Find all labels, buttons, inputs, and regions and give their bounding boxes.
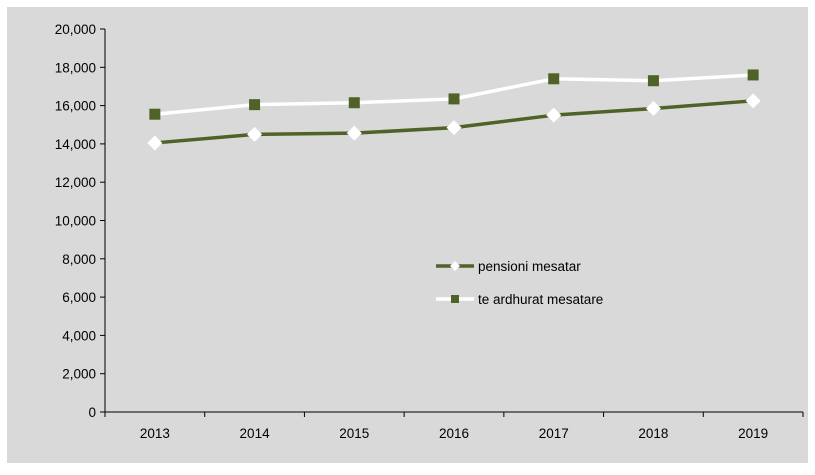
data-point (348, 97, 360, 109)
y-tick-label: 18,000 (55, 60, 96, 75)
x-tick-label: 2018 (638, 426, 668, 441)
legend-marker (451, 295, 459, 303)
series-layer (147, 69, 761, 151)
x-tick-label: 2016 (439, 426, 469, 441)
x-tick-label: 2014 (240, 426, 271, 441)
legend-label: pensioni mesatar (478, 259, 581, 274)
y-tick-label: 0 (88, 405, 96, 420)
legend-label: te ardhurat mesatare (478, 292, 603, 307)
x-tick-label: 2017 (539, 426, 569, 441)
x-tick-label: 2013 (140, 426, 170, 441)
y-tick-label: 16,000 (55, 99, 96, 114)
data-point (745, 93, 761, 109)
data-point (645, 100, 661, 116)
y-axis: 0 2,000 4,000 6,000 8,000 10,000 12,000 14,000 1… (55, 22, 106, 420)
data-point (147, 135, 163, 151)
data-point (448, 93, 460, 105)
data-point (346, 125, 362, 141)
legend-marker (450, 261, 460, 271)
x-tick-label: 2015 (339, 426, 369, 441)
data-point (747, 69, 759, 81)
data-point (546, 107, 562, 123)
legend: pensioni mesatar te ardhurat mesatare (436, 259, 603, 307)
data-point (446, 120, 462, 136)
data-point (247, 126, 263, 142)
data-point (647, 75, 659, 87)
y-tick-label: 10,000 (55, 214, 96, 229)
x-tick-label: 2019 (738, 426, 768, 441)
chart-background (7, 7, 808, 463)
y-tick-label: 8,000 (62, 252, 96, 267)
y-tick-label: 12,000 (55, 175, 96, 190)
y-tick-label: 20,000 (55, 22, 96, 37)
data-point (249, 99, 261, 111)
y-tick-label: 14,000 (55, 137, 96, 152)
data-point (149, 108, 161, 120)
y-tick-label: 6,000 (62, 290, 96, 305)
y-tick-label: 2,000 (62, 367, 96, 382)
x-axis: 2013 2014 2015 2016 2017 2018 2019 (104, 411, 804, 441)
data-point (548, 73, 560, 85)
y-tick-label: 4,000 (62, 328, 96, 343)
